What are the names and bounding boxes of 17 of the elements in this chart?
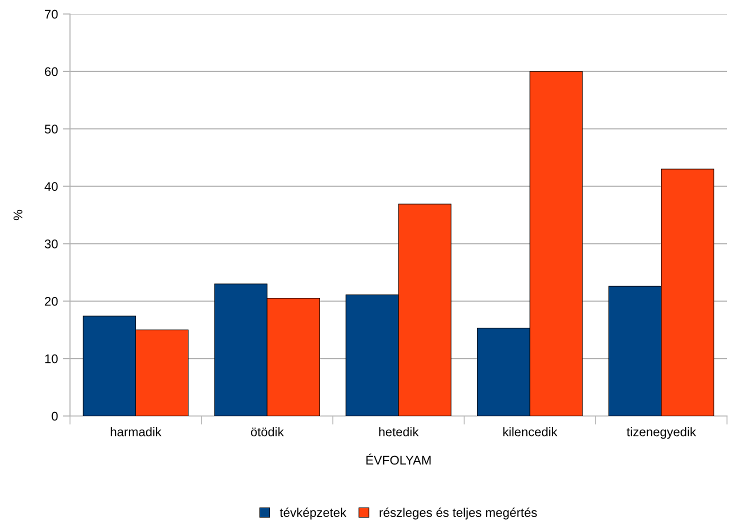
y-axis-title: % [14, 210, 22, 220]
x-tick-label: kilencedik [503, 427, 558, 436]
x-axis-title: ÉVFOLYAM [366, 454, 431, 465]
y-tick-label: 0 [52, 412, 58, 421]
y-tick-label: 30 [44, 240, 58, 248]
legend-label: tévképzetek [280, 508, 346, 520]
legend-label: részleges és teljes megértés [380, 508, 537, 520]
y-tick-label: 50 [44, 124, 58, 134]
x-tick-label: hetedik [379, 427, 419, 436]
y-tick-label: 40 [44, 182, 58, 191]
y-tick-label: 60 [44, 67, 58, 76]
y-tick-label: 10 [45, 354, 58, 364]
y-tick-label: 20 [44, 296, 58, 306]
y-tick-label: 70 [44, 10, 58, 19]
x-tick-label: ötödik [250, 427, 284, 436]
x-tick-label: tizenegyedik [626, 427, 696, 439]
x-tick-label: harmadik [110, 427, 162, 436]
